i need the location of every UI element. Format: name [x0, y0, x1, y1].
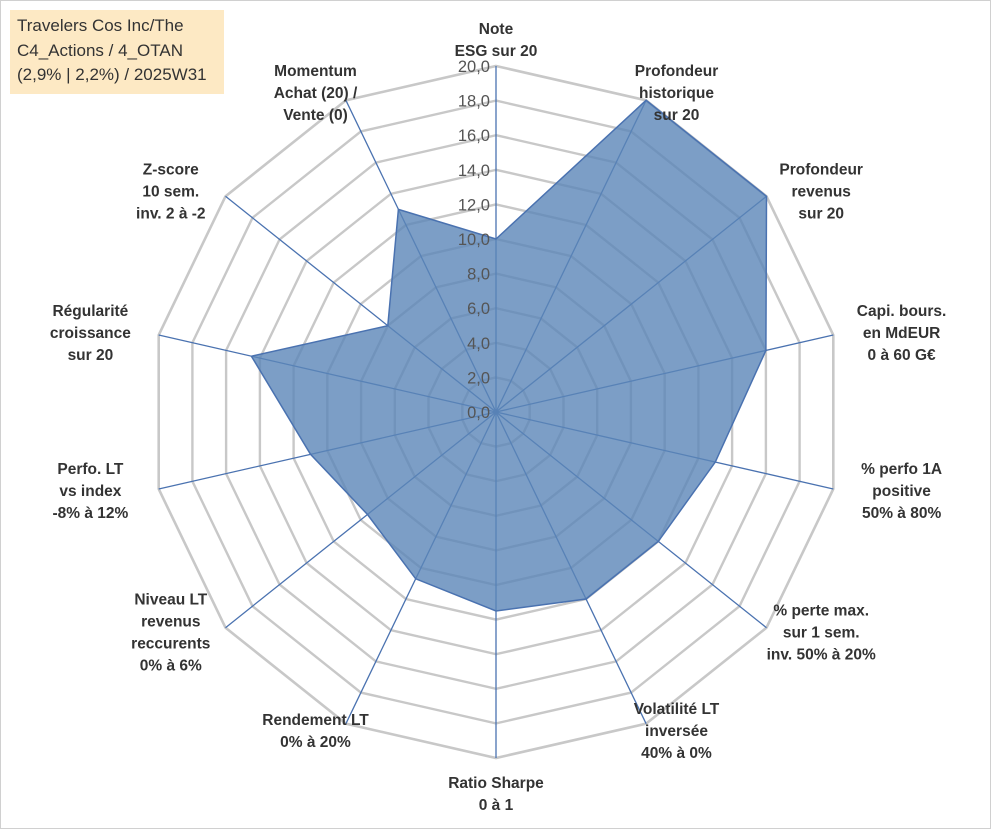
axis-label-11-line-1: croissance	[50, 325, 131, 342]
axis-label-4-line-0: % perfo 1A	[861, 461, 942, 478]
axis-label-9-line-3: 0% à 6%	[140, 658, 202, 675]
axis-label-2: Profondeur revenus sur 20	[779, 161, 863, 222]
radar-axis-labels: Note ESG sur 20 Profondeur historique sur 20…	[50, 21, 946, 814]
tick-label-9: 18,0	[458, 93, 490, 111]
axis-label-10: Perfo. LT vs index -8% à 12%	[52, 461, 128, 522]
axis-label-6: Volatilité LT inversée 40% à 0%	[634, 701, 720, 762]
axis-label-7-line-0: Ratio Sharpe	[448, 775, 544, 792]
axis-label-8-line-0: Rendement LT	[262, 712, 369, 729]
axis-label-9: Niveau LT revenus reccurents 0% à 6%	[131, 592, 210, 675]
axis-label-9-line-1: revenus	[141, 614, 200, 631]
axis-label-10-line-1: vs index	[59, 483, 121, 500]
chart-title-box: Travelers Cos Inc/The C4_Actions / 4_OTA…	[10, 10, 224, 94]
tick-label-5: 10,0	[458, 231, 490, 249]
tick-label-8: 16,0	[458, 127, 490, 145]
axis-label-4-line-1: positive	[872, 483, 931, 500]
axis-label-8-line-1: 0% à 20%	[280, 734, 351, 751]
axis-label-1-line-2: sur 20	[654, 107, 700, 124]
tick-label-10: 20,0	[458, 58, 490, 76]
axis-label-5-line-2: inv. 50% à 20%	[767, 647, 876, 664]
axis-label-5: % perte max. sur 1 sem. inv. 50% à 20%	[767, 603, 876, 664]
axis-label-0-line-0: Note	[479, 21, 514, 38]
axis-label-7: Ratio Sharpe 0 à 1	[448, 775, 544, 814]
axis-label-13-line-2: Vente (0)	[283, 107, 348, 124]
title-line-category: C4_Actions / 4_OTAN	[17, 40, 183, 60]
axis-label-1-line-1: historique	[639, 85, 714, 102]
tick-label-6: 12,0	[458, 196, 490, 214]
axis-label-9-line-0: Niveau LT	[134, 592, 207, 609]
axis-label-6-line-1: inversée	[645, 723, 708, 740]
axis-label-3: Capi. bours. en MdEUR 0 à 60 G€	[857, 303, 947, 364]
tick-label-7: 14,0	[458, 162, 490, 180]
tick-label-1: 2,0	[467, 369, 490, 387]
axis-label-5-line-1: sur 1 sem.	[783, 625, 860, 642]
axis-label-12-line-1: 10 sem.	[142, 183, 199, 200]
axis-label-3-line-1: en MdEUR	[863, 325, 941, 342]
tick-label-4: 8,0	[467, 266, 490, 284]
axis-label-1-line-0: Profondeur	[635, 63, 719, 80]
axis-label-2-line-0: Profondeur	[779, 161, 863, 178]
axis-label-10-line-2: -8% à 12%	[52, 505, 128, 522]
axis-label-13-line-1: Achat (20) /	[274, 85, 358, 102]
axis-label-11: Régularité croissance sur 20	[50, 303, 131, 364]
axis-label-13-line-0: Momentum	[274, 63, 357, 80]
title-line-company: Travelers Cos Inc/The	[17, 16, 184, 35]
tick-label-3: 6,0	[467, 300, 490, 318]
axis-label-4: % perfo 1A positive 50% à 80%	[861, 461, 942, 522]
axis-label-8: Rendement LT 0% à 20%	[262, 712, 369, 751]
axis-label-3-line-2: 0 à 60 G€	[868, 347, 936, 364]
axis-label-5-line-0: % perte max.	[773, 603, 869, 620]
axis-label-11-line-0: Régularité	[52, 303, 128, 320]
axis-label-1: Profondeur historique sur 20	[635, 63, 719, 124]
axis-label-12-line-0: Z-score	[143, 161, 199, 178]
series-area	[250, 99, 768, 612]
axis-label-9-line-2: reccurents	[131, 636, 210, 653]
axis-label-11-line-2: sur 20	[68, 347, 114, 364]
axis-label-6-line-2: 40% à 0%	[641, 745, 712, 762]
radar-tick-labels: 0,0 2,0 4,0 6,0 8,0 10,0 12,0 14,0 16,0 18,0 20,0	[458, 58, 490, 422]
axis-label-12-line-2: inv. 2 à -2	[136, 205, 206, 222]
axis-label-3-line-0: Capi. bours.	[857, 303, 947, 320]
axis-label-12: Z-score 10 sem. inv. 2 à -2	[136, 161, 206, 222]
axis-label-10-line-0: Perfo. LT	[57, 461, 124, 478]
axis-label-7-line-1: 0 à 1	[479, 797, 514, 814]
axis-label-2-line-2: sur 20	[798, 205, 844, 222]
title-line-period: (2,9% | 2,2%) / 2025W31	[17, 65, 207, 84]
axis-label-6-line-0: Volatilité LT	[634, 701, 720, 718]
tick-label-2: 4,0	[467, 335, 490, 353]
tick-label-0: 0,0	[467, 404, 490, 422]
axis-label-0: Note ESG sur 20	[455, 21, 538, 60]
axis-label-4-line-2: 50% à 80%	[862, 505, 941, 522]
axis-label-13: Momentum Achat (20) / Vente (0)	[274, 63, 358, 124]
radar-series	[250, 99, 768, 612]
axis-label-2-line-1: revenus	[791, 183, 850, 200]
axis-label-0-line-1: ESG sur 20	[455, 43, 538, 60]
